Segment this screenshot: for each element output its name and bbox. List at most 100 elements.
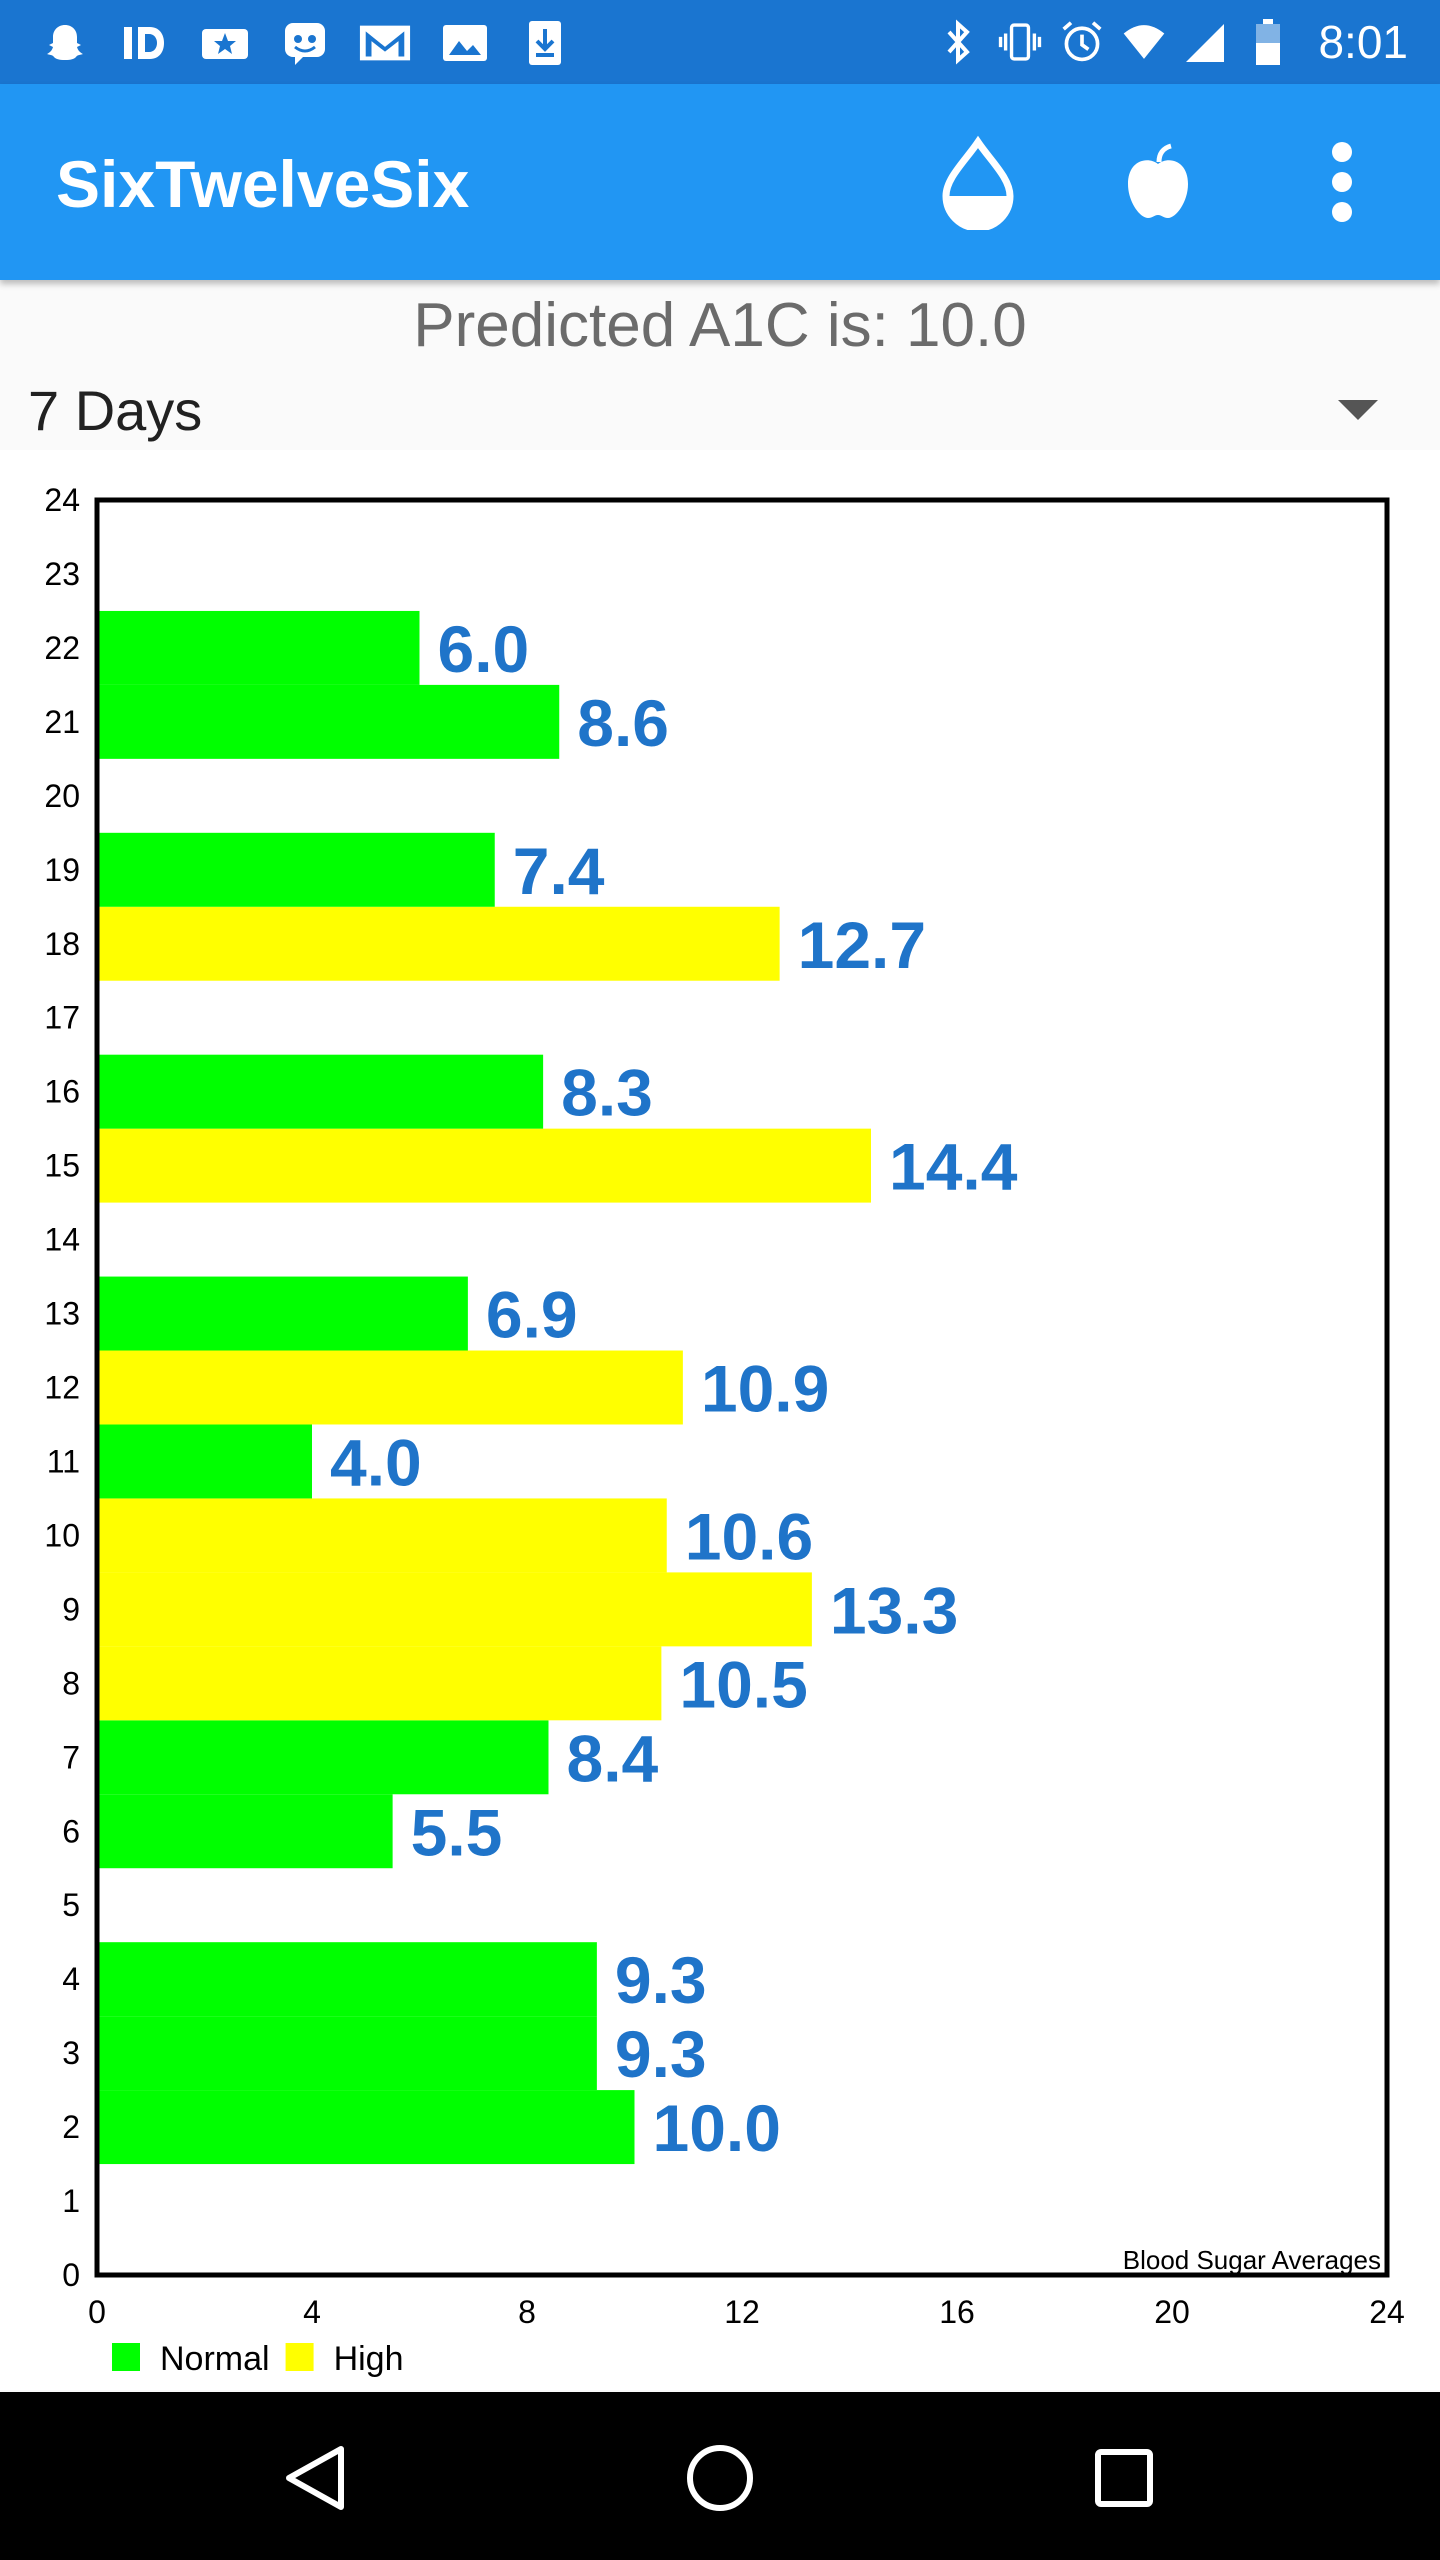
back-button[interactable]	[266, 2428, 366, 2528]
y-tick-label: 17	[44, 1000, 80, 1036]
bar	[97, 1720, 549, 1795]
app-title: SixTwelveSix	[56, 147, 470, 221]
legend-label: High	[334, 2340, 404, 2378]
chart-annotation: Blood Sugar Averages	[1123, 2245, 1381, 2275]
y-tick-label: 3	[62, 2035, 80, 2071]
predicted-a1c-text: Predicted A1C is: 10.0	[413, 291, 1027, 360]
navigation-bar	[0, 2392, 1440, 2560]
y-tick-label: 24	[44, 482, 80, 518]
bar-value-label: 10.9	[701, 1352, 829, 1426]
bar-value-label: 9.3	[615, 2017, 707, 2091]
back-icon	[286, 2446, 344, 2510]
food-button[interactable]	[1108, 132, 1208, 232]
home-button[interactable]	[670, 2428, 770, 2528]
legend-label: Normal	[160, 2340, 270, 2378]
y-tick-label: 8	[62, 1665, 80, 1701]
y-tick-label: 2	[62, 2109, 80, 2145]
bar	[97, 1498, 667, 1573]
star-badge-icon	[198, 16, 252, 70]
bar	[97, 1794, 393, 1869]
bar	[97, 1350, 683, 1425]
bar	[97, 1572, 812, 1647]
bar-value-label: 10.0	[653, 2091, 781, 2165]
bar-value-label: 5.5	[411, 1795, 503, 1869]
x-tick-label: 16	[939, 2294, 975, 2330]
wifi-icon	[1122, 17, 1166, 67]
y-tick-label: 23	[44, 556, 80, 592]
bar	[97, 684, 560, 759]
signal-icon	[1184, 17, 1228, 67]
bar	[97, 2090, 635, 2165]
y-tick-label: 16	[44, 1074, 80, 1110]
x-tick-label: 0	[88, 2294, 106, 2330]
bars	[97, 610, 871, 2165]
download-icon	[518, 16, 572, 70]
bar-value-label: 13.3	[830, 1573, 958, 1647]
bar	[97, 906, 780, 981]
more-vert-icon	[1332, 142, 1352, 222]
y-tick-label: 6	[62, 1813, 80, 1849]
y-tick-label: 19	[44, 852, 80, 888]
y-tick-label: 5	[62, 1887, 80, 1923]
y-tick-label: 0	[62, 2257, 80, 2293]
bar	[97, 1276, 468, 1351]
y-tick-label: 22	[44, 630, 80, 666]
bar	[97, 1646, 662, 1721]
y-tick-label: 20	[44, 778, 80, 814]
more-options-button[interactable]	[1292, 132, 1392, 232]
y-tick-label: 7	[62, 1739, 80, 1775]
bar-value-label: 12.7	[798, 908, 926, 982]
chat-robot-icon	[278, 16, 332, 70]
bar-value-label: 6.0	[438, 612, 530, 686]
x-tick-label: 8	[518, 2294, 536, 2330]
y-tick-label: 12	[44, 1370, 80, 1406]
bar	[97, 1942, 597, 2017]
bar	[97, 832, 495, 907]
bar-value-label: 6.9	[486, 1278, 578, 1352]
snapchat-icon	[38, 16, 92, 70]
apple-icon	[1128, 143, 1188, 218]
y-tick-label: 14	[44, 1222, 80, 1258]
bar-value-label: 10.6	[685, 1499, 813, 1573]
blood-drop-icon	[942, 135, 1014, 230]
clock: 8:01	[1318, 16, 1408, 68]
app-bar: SixTwelveSix	[0, 84, 1440, 280]
legend-swatch	[112, 2343, 140, 2371]
x-tick-label: 12	[724, 2294, 760, 2330]
blood-drop-button[interactable]	[928, 132, 1028, 232]
plot-frame	[94, 497, 1390, 2278]
y-tick-label: 11	[47, 1443, 80, 1479]
home-icon	[687, 2445, 753, 2511]
battery-icon	[1246, 17, 1290, 67]
bar-value-label: 8.6	[577, 686, 669, 760]
bar-value-label: 8.4	[567, 1721, 659, 1795]
recents-icon	[1095, 2449, 1153, 2507]
y-tick-label: 4	[62, 1961, 80, 1997]
bar-value-label: 7.4	[513, 834, 605, 908]
y-tick-label: 9	[62, 1591, 80, 1627]
recents-button[interactable]	[1074, 2428, 1174, 2528]
gmail-icon	[358, 16, 412, 70]
notification-icons	[38, 16, 572, 70]
alarm-icon	[1060, 17, 1104, 67]
bar-value-label: 10.5	[679, 1647, 807, 1721]
bar	[97, 1054, 544, 1129]
image-icon	[438, 16, 492, 70]
bar-value-label: 9.3	[615, 1943, 707, 2017]
bluetooth-icon	[936, 17, 980, 67]
bar	[97, 2016, 597, 2091]
y-tick-label: 15	[44, 1148, 80, 1184]
y-tick-label: 21	[44, 704, 80, 740]
dropdown-arrow-icon	[1338, 400, 1378, 420]
y-tick-label: 10	[44, 1517, 80, 1553]
value-labels: 10.09.39.35.58.410.513.310.64.010.96.914…	[330, 612, 1018, 2165]
x-axis-ticks: 0 4 8 12 16 20 24	[88, 2294, 1405, 2330]
x-tick-label: 24	[1369, 2294, 1405, 2330]
bar-value-label: 14.4	[889, 1130, 1018, 1204]
legend: Normal High	[112, 2340, 404, 2378]
range-dropdown[interactable]: 7 Days	[0, 370, 1440, 450]
range-selected-value: 7 Days	[28, 379, 203, 442]
bar	[97, 1128, 871, 1203]
vibrate-icon	[998, 17, 1042, 67]
